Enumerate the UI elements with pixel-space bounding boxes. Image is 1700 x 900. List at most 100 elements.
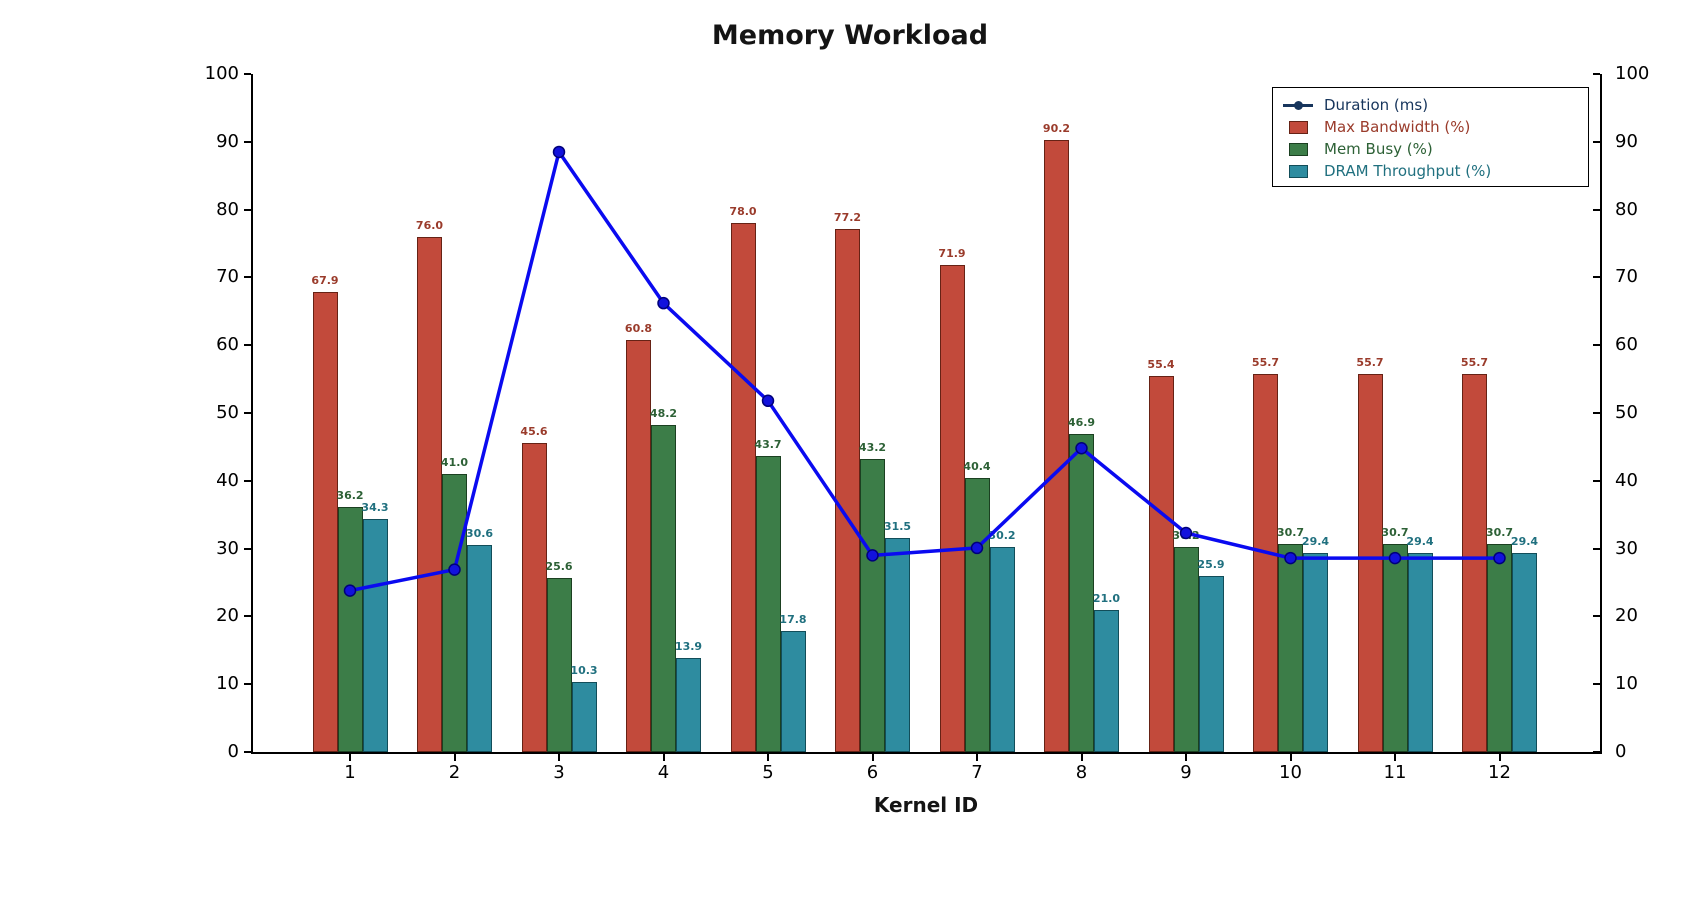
bar-max-bandwidth [939,264,965,752]
x-tick-label: 11 [1383,762,1407,783]
bar-value-label: 76.0 [415,218,444,232]
right-y-tick-label: 0 [1615,741,1627,762]
bar-value-label: 71.9 [938,246,966,260]
legend-swatch-glyph [1288,142,1308,156]
bar-value-label: 46.9 [1067,416,1096,430]
bar-mem-busy [1069,434,1094,752]
bar-mem-busy [860,459,885,752]
bar-value-label: 55.7 [1460,356,1489,370]
bar-dram-throughput [1407,552,1433,752]
left-y-tick-label: 100 [204,63,239,84]
right-y-tick [1593,412,1600,414]
legend-item-label: Max Bandwidth (%) [1324,118,1471,136]
x-tick-label: 5 [762,762,774,783]
left-axis-spine [251,74,253,754]
duration-marker [448,563,461,576]
bar-max-bandwidth [1148,376,1174,752]
x-tick [558,754,560,761]
legend-item: DRAM Throughput (%) [1273,160,1588,182]
bar-value-label: 43.7 [754,437,782,451]
right-y-tick-label: 40 [1615,469,1638,491]
legend-item: Duration (ms) [1273,94,1588,116]
bar-value-label: 25.9 [1197,558,1225,572]
right-y-tick [1593,73,1600,75]
bar-dram-throughput [676,657,701,752]
bar-value-label: 77.2 [833,210,862,224]
bar-value-label: 17.8 [779,613,807,627]
bar-dram-throughput [989,547,1015,752]
legend-item: Max Bandwidth (%) [1273,116,1588,138]
duration-marker [1284,551,1297,565]
bar-value-label: 31.5 [883,520,912,534]
bar-mem-busy [1173,547,1199,752]
bar-value-label: 13.9 [674,639,703,653]
legend: Duration (ms) Max Bandwidth (%) Mem Busy (… [1272,87,1589,187]
left-y-tick [244,73,251,75]
x-tick [662,754,665,761]
bar-value-label: 10.3 [570,664,598,678]
left-y-tick-label: 30 [216,537,239,559]
duration-line [349,147,1500,593]
chart-title: Memory Workload [711,20,989,51]
x-tick [976,754,978,761]
legend-swatch-glyph [1288,164,1308,178]
duration-marker [1388,551,1402,565]
x-tick [871,754,874,761]
x-axis-title: Kernel ID [873,793,979,817]
bar-mem-busy [1278,543,1303,752]
left-y-tick [244,412,251,414]
left-y-tick-label: 0 [227,741,239,762]
bar-max-bandwidth [1044,140,1069,752]
x-tick-label: 6 [866,762,879,783]
left-y-tick-label: 10 [216,673,239,695]
left-y-tick-label: 40 [216,469,239,491]
duration-marker [866,549,879,562]
bar-dram-throughput [467,544,492,752]
duration-marker [343,584,357,597]
right-y-tick-label: 70 [1615,266,1638,288]
bar-mem-busy [651,425,676,752]
bar-value-label: 43.2 [858,441,887,455]
duration-marker [1493,551,1506,565]
x-tick-label: 1 [344,762,356,783]
duration-marker [970,541,984,555]
bar-dram-throughput [1094,609,1119,752]
right-y-tick [1593,683,1600,686]
x-tick-label: 10 [1279,762,1302,783]
left-y-tick-label: 90 [216,130,239,152]
left-y-tick-label: 60 [216,334,239,356]
bar-value-label: 55.7 [1356,356,1384,370]
duration-marker [552,145,566,159]
bar-max-bandwidth [1462,374,1487,752]
bar-dram-throughput [1512,552,1537,752]
x-tick [1185,754,1187,761]
legend-swatch-glyph [1288,120,1308,134]
right-y-tick-label: 10 [1615,673,1638,695]
right-y-tick [1593,140,1600,143]
left-y-tick [244,683,251,686]
bar-dram-throughput [1303,552,1328,752]
duration-marker [1179,526,1193,540]
bar-max-bandwidth [1357,374,1383,752]
x-tick-label: 3 [553,762,565,783]
bar-value-label: 67.9 [311,273,339,287]
line-marker-icon [1283,100,1313,110]
x-tick-label: 2 [448,762,461,783]
right-y-tick-label: 60 [1615,334,1638,356]
right-y-tick [1593,615,1600,618]
bar-mem-busy [1382,543,1408,752]
left-y-tick [244,615,251,618]
right-y-tick [1593,547,1600,550]
bar-value-label: 36.2 [336,488,364,502]
left-y-tick [244,208,251,211]
right-y-tick-label: 50 [1615,402,1638,423]
bar-max-bandwidth [835,228,860,752]
bar-value-label: 41.0 [440,456,469,470]
bar-mem-busy [337,506,363,752]
bar-value-label: 29.4 [1510,534,1539,548]
right-y-tick-label: 100 [1615,63,1650,84]
bar-value-label: 55.4 [1147,358,1175,372]
x-tick [349,754,351,761]
bar-value-label: 45.6 [520,424,548,438]
right-y-tick-label: 80 [1615,198,1638,220]
